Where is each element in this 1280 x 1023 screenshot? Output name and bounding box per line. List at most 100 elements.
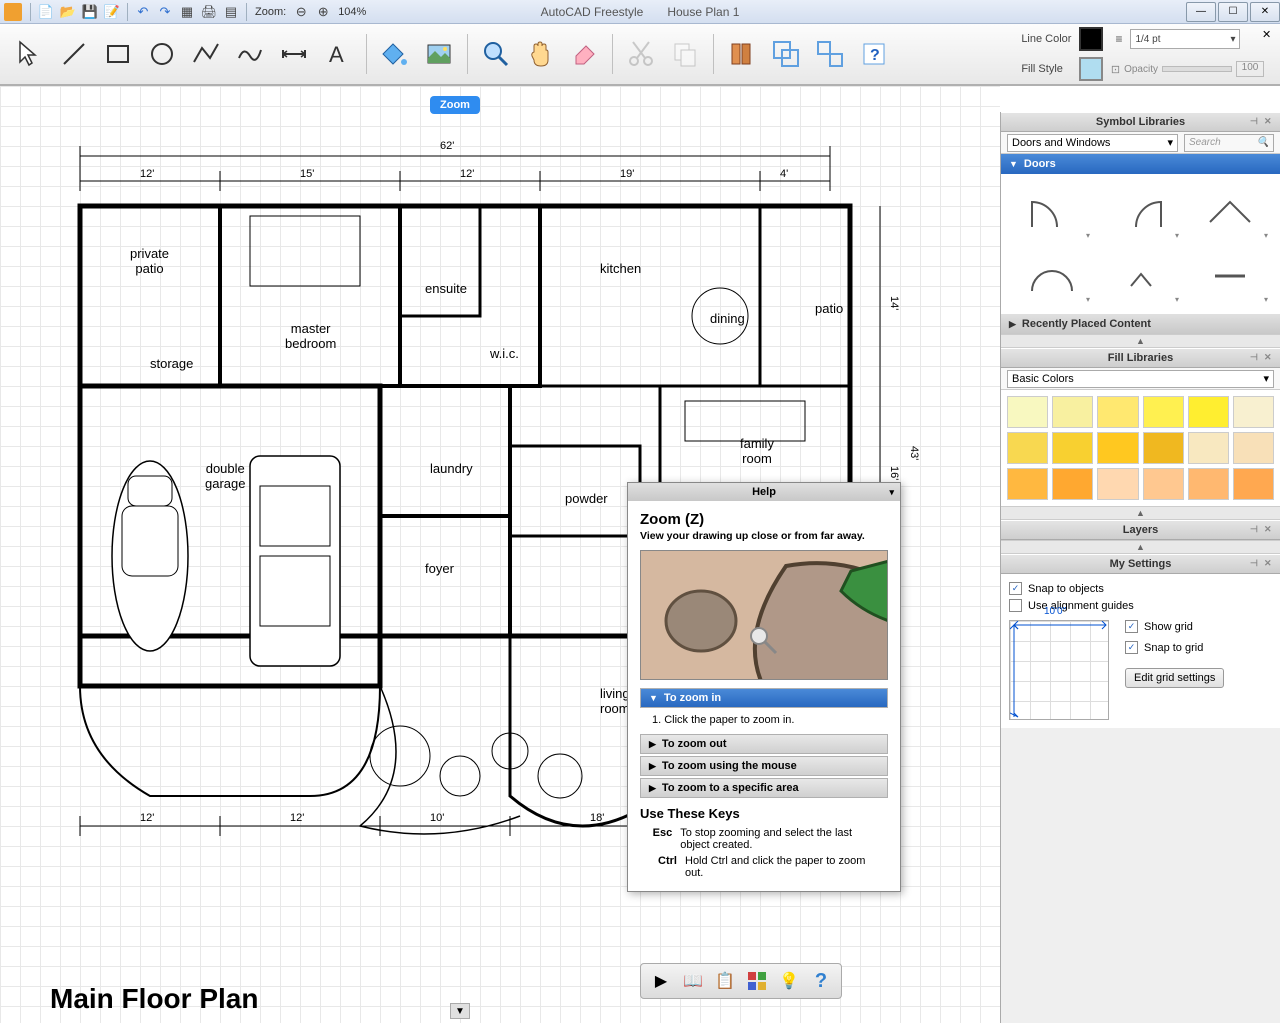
zoom-in-icon[interactable]: ⊕ <box>314 3 332 21</box>
pan-tool[interactable] <box>520 34 560 74</box>
show-grid-checkbox[interactable]: ✓ <box>1125 620 1138 633</box>
alignment-guides-checkbox[interactable] <box>1009 599 1022 612</box>
fill-libraries-header[interactable]: Fill Libraries ⊣✕ <box>1001 348 1280 368</box>
fill-swatch[interactable] <box>1097 396 1138 428</box>
open-icon[interactable]: 📂 <box>59 3 77 21</box>
save-icon[interactable]: 💾 <box>81 3 99 21</box>
close-icon[interactable]: ✕ <box>1264 352 1276 364</box>
door-symbol[interactable] <box>1009 182 1094 242</box>
line-color-swatch[interactable] <box>1079 27 1103 51</box>
edit-grid-button[interactable]: Edit grid settings <box>1125 668 1224 688</box>
fill-swatch[interactable] <box>1233 432 1274 464</box>
help-icon[interactable]: ? <box>807 967 835 995</box>
minimize-button[interactable]: — <box>1186 2 1216 22</box>
help-section-zoom-out[interactable]: ▶To zoom out <box>640 734 888 754</box>
help-section-zoom-mouse[interactable]: ▶To zoom using the mouse <box>640 756 888 776</box>
symbol-search[interactable]: Search🔍 <box>1184 134 1274 152</box>
door-symbol[interactable] <box>1098 246 1183 306</box>
image-tool[interactable] <box>419 34 459 74</box>
pin-icon[interactable]: ⊣ <box>1250 116 1262 128</box>
symbol-libraries-header[interactable]: Symbol Libraries ⊣✕ <box>1001 112 1280 132</box>
fill-swatch[interactable] <box>1007 468 1048 500</box>
door-symbol[interactable] <box>1187 182 1272 242</box>
line-tool[interactable] <box>54 34 94 74</box>
settings-header[interactable]: My Settings ⊣✕ <box>1001 554 1280 574</box>
close-icon[interactable]: ✕ <box>1264 116 1276 128</box>
close-toolbar-icon[interactable]: ✕ <box>1262 28 1276 42</box>
blocks-icon[interactable] <box>743 967 771 995</box>
opacity-value[interactable]: 100 <box>1236 61 1264 77</box>
fill-swatch[interactable] <box>1233 396 1274 428</box>
opacity-slider[interactable] <box>1162 66 1232 72</box>
play-icon[interactable]: ▶ <box>647 967 675 995</box>
undo-icon[interactable]: ↶ <box>134 3 152 21</box>
edit-icon[interactable]: 📝 <box>103 3 121 21</box>
rectangle-tool[interactable] <box>98 34 138 74</box>
clipboard-icon[interactable]: 📋 <box>711 967 739 995</box>
library-tool[interactable] <box>722 34 762 74</box>
book-icon[interactable]: 📖 <box>679 967 707 995</box>
zoom-tool[interactable] <box>476 34 516 74</box>
door-symbol[interactable] <box>1009 246 1094 306</box>
help-section-zoom-in[interactable]: ▼To zoom in <box>640 688 888 708</box>
fill-tool[interactable] <box>375 34 415 74</box>
text-tool[interactable]: A <box>318 34 358 74</box>
fill-swatch[interactable] <box>1097 468 1138 500</box>
close-icon[interactable]: ✕ <box>1264 558 1276 570</box>
fill-swatch[interactable] <box>1143 396 1184 428</box>
fill-swatch[interactable] <box>1188 468 1229 500</box>
doors-section[interactable]: ▼Doors <box>1001 154 1280 174</box>
fill-swatch[interactable] <box>1052 432 1093 464</box>
fill-swatch[interactable] <box>1143 432 1184 464</box>
fill-swatch[interactable] <box>1143 468 1184 500</box>
collapse-up-icon[interactable]: ▲ <box>1001 506 1280 520</box>
grid-icon[interactable]: ▦ <box>178 3 196 21</box>
collapse-up-icon[interactable]: ▲ <box>1001 540 1280 554</box>
close-button[interactable]: ✕ <box>1250 2 1280 22</box>
export-icon[interactable]: ▤ <box>222 3 240 21</box>
symbol-category-select[interactable]: Doors and Windows▾ <box>1007 134 1178 152</box>
fill-swatch[interactable] <box>1097 432 1138 464</box>
lightbulb-icon[interactable]: 💡 <box>775 967 803 995</box>
fill-swatch[interactable] <box>1188 432 1229 464</box>
eraser-tool[interactable] <box>564 34 604 74</box>
scroll-down-icon[interactable]: ▼ <box>450 1003 470 1019</box>
cut-tool[interactable] <box>621 34 661 74</box>
fill-swatch[interactable] <box>1233 468 1274 500</box>
fill-swatch[interactable] <box>1052 396 1093 428</box>
layers-header[interactable]: Layers ⊣✕ <box>1001 520 1280 540</box>
freehand-tool[interactable] <box>230 34 270 74</box>
fill-swatch[interactable] <box>1188 396 1229 428</box>
snap-grid-checkbox[interactable]: ✓ <box>1125 641 1138 654</box>
copy-tool[interactable] <box>665 34 705 74</box>
recent-section[interactable]: ▶Recently Placed Content <box>1001 314 1280 334</box>
fill-color-swatch[interactable] <box>1079 57 1103 81</box>
collapse-up-icon[interactable]: ▲ <box>1001 334 1280 348</box>
ungroup-tool[interactable] <box>810 34 850 74</box>
fill-category-select[interactable]: Basic Colors▾ <box>1007 370 1274 388</box>
line-weight-select[interactable]: 1/4 pt▾ <box>1130 29 1240 49</box>
zoom-out-icon[interactable]: ⊖ <box>292 3 310 21</box>
new-icon[interactable]: 📄 <box>37 3 55 21</box>
snap-objects-checkbox[interactable]: ✓ <box>1009 582 1022 595</box>
fill-swatch[interactable] <box>1007 396 1048 428</box>
fill-swatch[interactable] <box>1007 432 1048 464</box>
redo-icon[interactable]: ↷ <box>156 3 174 21</box>
door-symbol[interactable] <box>1187 246 1272 306</box>
door-symbol[interactable] <box>1098 182 1183 242</box>
maximize-button[interactable]: ☐ <box>1218 2 1248 22</box>
dimension-tool[interactable] <box>274 34 314 74</box>
polyline-tool[interactable] <box>186 34 226 74</box>
fill-swatch[interactable] <box>1052 468 1093 500</box>
close-icon[interactable]: ✕ <box>1264 524 1276 536</box>
print-icon[interactable]: 🖨 <box>200 3 218 21</box>
help-section-zoom-area[interactable]: ▶To zoom to a specific area <box>640 778 888 798</box>
group-tool[interactable] <box>766 34 806 74</box>
pin-icon[interactable]: ⊣ <box>1250 558 1262 570</box>
pin-icon[interactable]: ⊣ <box>1250 352 1262 364</box>
help-titlebar[interactable]: Help <box>628 483 900 501</box>
circle-tool[interactable] <box>142 34 182 74</box>
select-tool[interactable] <box>10 34 50 74</box>
help-tool[interactable]: ? <box>854 34 894 74</box>
pin-icon[interactable]: ⊣ <box>1250 524 1262 536</box>
